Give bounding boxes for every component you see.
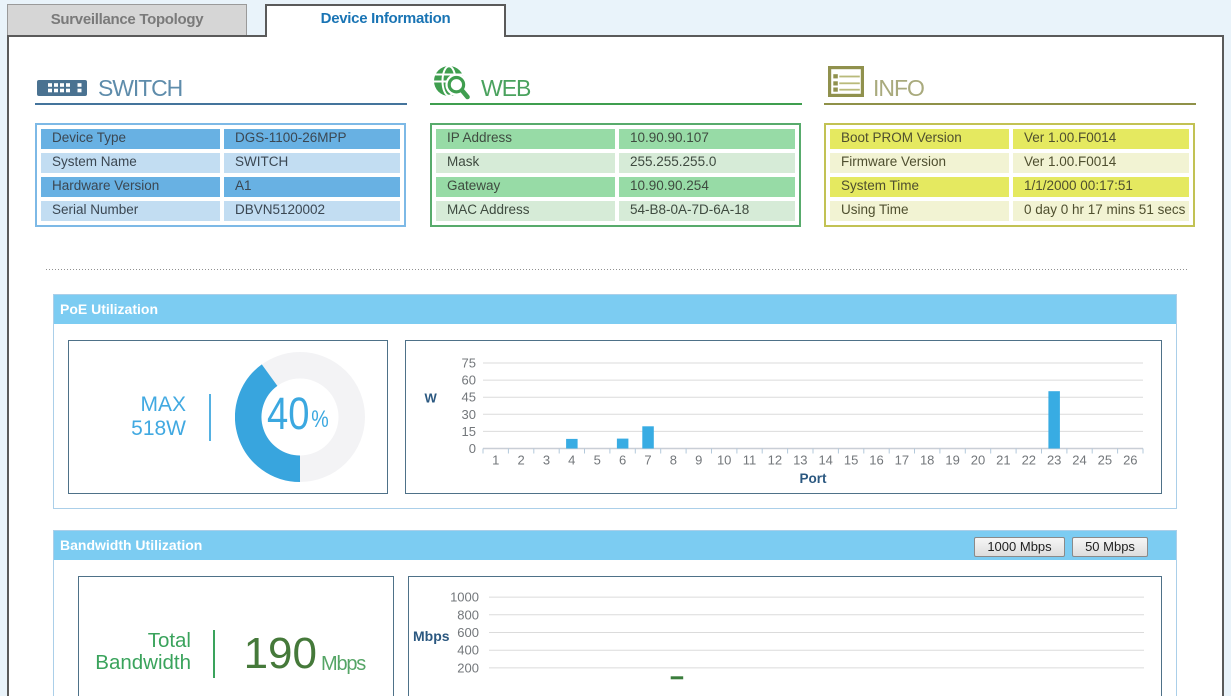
svg-text:16: 16 [869, 453, 883, 468]
svg-text:10: 10 [717, 453, 731, 468]
svg-text:2: 2 [517, 453, 524, 468]
svg-text:15: 15 [844, 453, 858, 468]
svg-text:8: 8 [670, 453, 677, 468]
svg-text:9: 9 [695, 453, 702, 468]
svg-text:4: 4 [568, 453, 575, 468]
svg-text:1: 1 [492, 453, 499, 468]
svg-text:23: 23 [1047, 453, 1061, 468]
svg-text:40: 40 [267, 388, 310, 439]
svg-text:45: 45 [462, 390, 476, 405]
svg-text:13: 13 [793, 453, 807, 468]
svg-text:800: 800 [457, 607, 479, 622]
svg-text:7: 7 [644, 453, 651, 468]
svg-text:30: 30 [462, 407, 476, 422]
svg-text:1000: 1000 [450, 590, 479, 605]
svg-text:15: 15 [462, 424, 476, 439]
svg-text:19: 19 [945, 453, 959, 468]
svg-text:0: 0 [469, 441, 476, 456]
svg-text:24: 24 [1072, 453, 1086, 468]
svg-text:Mbps: Mbps [413, 628, 450, 644]
svg-text:Port: Port [800, 471, 828, 486]
svg-text:21: 21 [996, 453, 1010, 468]
svg-text:600: 600 [457, 625, 479, 640]
svg-text:6: 6 [619, 453, 626, 468]
svg-text:20: 20 [971, 453, 985, 468]
svg-text:25: 25 [1098, 453, 1112, 468]
svg-text:17: 17 [895, 453, 909, 468]
svg-text:3: 3 [543, 453, 550, 468]
svg-text:11: 11 [743, 453, 757, 468]
svg-text:12: 12 [768, 453, 782, 468]
svg-text:18: 18 [920, 453, 934, 468]
svg-text:14: 14 [818, 453, 832, 468]
svg-text:%: % [311, 406, 329, 433]
svg-text:W: W [425, 391, 438, 406]
svg-text:26: 26 [1123, 453, 1137, 468]
svg-text:200: 200 [457, 660, 479, 675]
svg-text:22: 22 [1022, 453, 1036, 468]
svg-text:400: 400 [457, 643, 479, 658]
svg-text:60: 60 [462, 373, 476, 388]
svg-text:5: 5 [594, 453, 601, 468]
svg-text:75: 75 [462, 356, 476, 371]
